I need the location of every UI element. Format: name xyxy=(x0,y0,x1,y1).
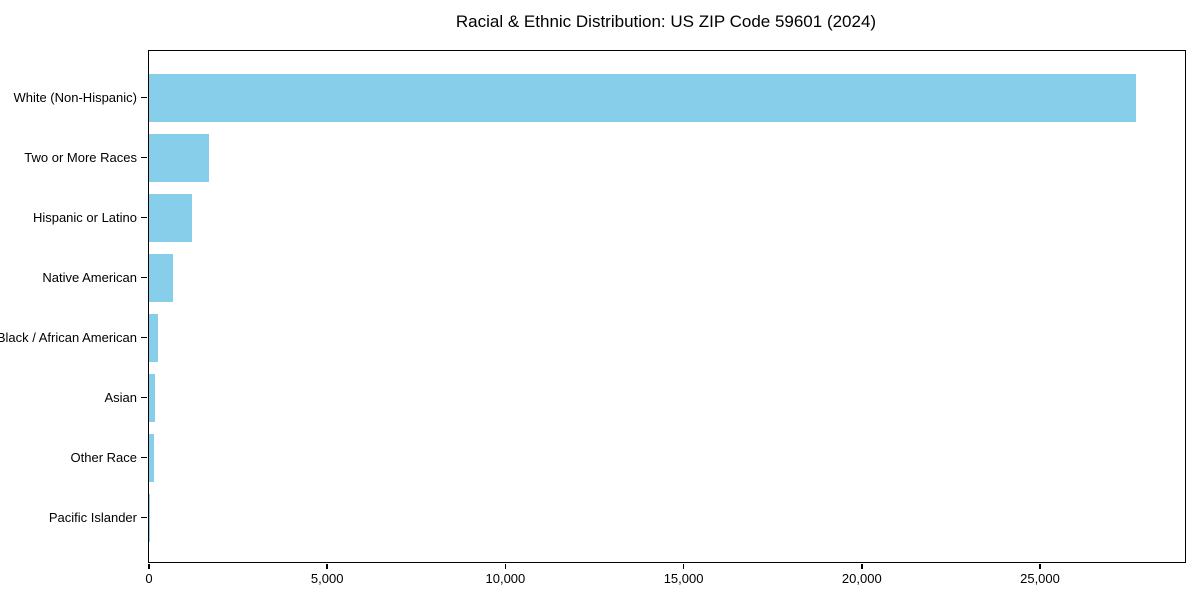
y-axis-tick xyxy=(141,396,147,399)
y-axis-tick xyxy=(141,516,147,519)
x-axis-tick xyxy=(861,563,863,569)
y-axis-tick xyxy=(141,456,147,459)
y-axis-tick xyxy=(141,156,147,159)
bar-native-american xyxy=(149,253,173,302)
plot-area: White (Non-Hispanic) Two or More Races His… xyxy=(0,50,1186,586)
x-axis-tick xyxy=(1039,563,1041,569)
x-axis-tick xyxy=(504,563,507,569)
y-axis-label: Native American xyxy=(42,269,137,285)
bar-other-race xyxy=(149,433,154,482)
x-axis-tick xyxy=(326,563,328,569)
x-axis-tick xyxy=(682,563,685,569)
bar-asian xyxy=(149,373,156,422)
y-axis-label: Other Race xyxy=(70,449,137,465)
x-axis-tick-label: 10,000 xyxy=(485,571,526,586)
x-axis-tick-label: 25,000 xyxy=(1020,571,1060,586)
y-axis-label: Hispanic or Latino xyxy=(32,209,137,225)
x-axis-tick-label: 0 xyxy=(145,571,153,586)
chart-title: Racial & Ethnic Distribution: US ZIP Cod… xyxy=(455,12,877,31)
y-axis-label: Pacific Islander xyxy=(48,509,137,525)
y-axis-tick xyxy=(141,336,147,339)
y-axis-tick xyxy=(141,96,147,99)
bar-white-non-hispanic xyxy=(149,73,1137,122)
y-axis-tick xyxy=(141,216,147,219)
x-axis-tick xyxy=(148,563,150,569)
y-axis-tick xyxy=(141,276,147,279)
y-axis-label: Two or More Races xyxy=(24,149,137,165)
bar-hispanic-or-latino xyxy=(149,193,192,242)
x-axis-tick-label: 20,000 xyxy=(841,571,882,586)
x-axis-tick-label: 15,000 xyxy=(663,571,704,586)
bar-black-african-american xyxy=(149,313,159,362)
y-axis-label: Asian xyxy=(104,389,137,405)
bar-two-or-more-races xyxy=(149,133,210,182)
y-axis-label: Black / African American xyxy=(0,329,137,345)
x-axis-tick-label: 5,000 xyxy=(310,571,344,586)
y-axis-label: White (Non-Hispanic) xyxy=(13,89,137,105)
